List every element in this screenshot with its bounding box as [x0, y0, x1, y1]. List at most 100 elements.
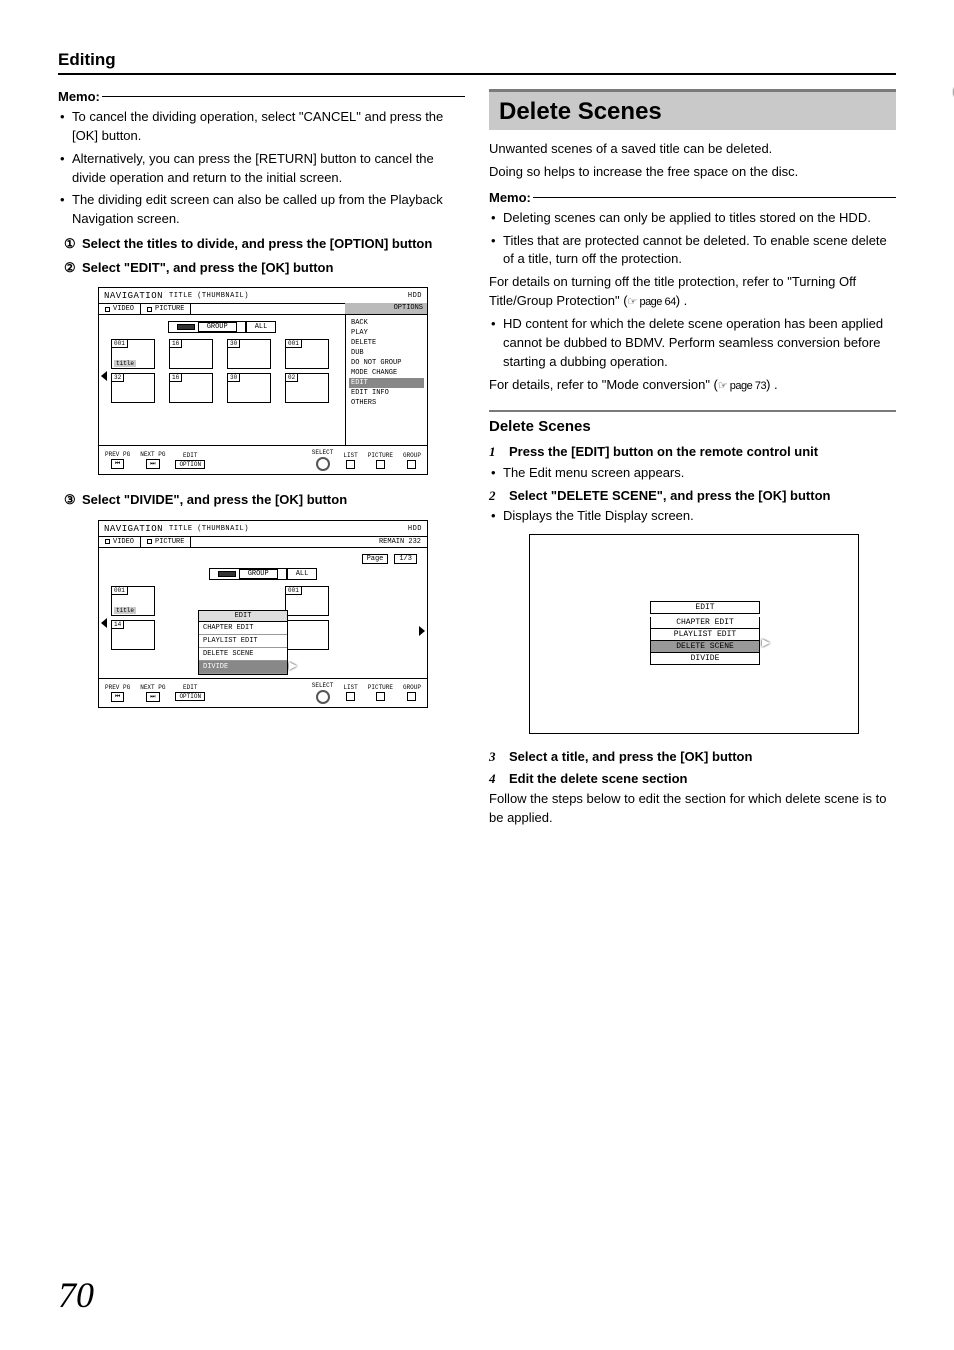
memo-item: To cancel the dividing operation, select…	[58, 108, 465, 146]
section-header: Editing	[58, 50, 896, 75]
fig-tab-video: VIDEO	[99, 304, 141, 314]
fig-hdd-label: HDD	[408, 525, 422, 533]
option-item: EDIT INFO	[349, 388, 424, 398]
fig-tab-picture: PICTURE	[141, 304, 191, 314]
cursor-icon	[762, 639, 770, 647]
menu-header: EDIT	[650, 601, 760, 614]
option-item: DO NOT GROUP	[349, 358, 424, 368]
fig-subtitle: TITLE (THUMBNAIL)	[169, 525, 249, 533]
memo-item: Deleting scenes can only be applied to t…	[489, 209, 896, 228]
step-number: 4	[489, 770, 501, 788]
fig-tab-picture: PICTURE	[141, 537, 191, 547]
overlay-item-divide: DIVIDE	[199, 661, 287, 674]
fig-subtitle: TITLE (THUMBNAIL)	[169, 292, 249, 300]
thumbnail: 30	[227, 339, 271, 369]
fig-group-pill: GROUP	[168, 321, 246, 333]
memo-list: Deleting scenes can only be applied to t…	[489, 209, 896, 270]
fig-all-pill: ALL	[246, 321, 277, 333]
right-column: Delete Scenes Unwanted scenes of a saved…	[489, 89, 896, 832]
overlay-item: PLAYLIST EDIT	[199, 635, 287, 648]
fig-options-strip: OPTIONS	[345, 303, 427, 315]
overlay-item: DELETE SCENE	[199, 648, 287, 661]
memo-heading: Memo:	[489, 190, 896, 205]
step-note: Follow the steps below to edit the secti…	[489, 790, 896, 828]
fig-footer: PREV PG⏮ NEXT PG⏭ EDITOPTION SELECT LIST…	[99, 445, 427, 474]
substep-text: Select the titles to divide, and press t…	[82, 236, 432, 251]
thumbnail: 02	[285, 373, 329, 403]
memo-list: To cancel the dividing operation, select…	[58, 108, 465, 229]
step-2: 2 Select "DELETE SCENE", and press the […	[489, 487, 896, 505]
memo-rule	[533, 197, 896, 198]
overlay-header: EDIT	[199, 611, 287, 622]
menu-item-delete-scene: DELETE SCENE	[650, 641, 760, 653]
intro-text: Doing so helps to increase the free spac…	[489, 163, 896, 182]
menu-item: PLAYLIST EDIT	[650, 629, 760, 641]
thumbnail: 16	[169, 339, 213, 369]
substep-number: ③	[64, 491, 76, 509]
fig-page-value: 1/3	[394, 554, 417, 564]
fig-remain: REMAIN 232	[373, 537, 427, 547]
option-item-edit: EDIT	[349, 378, 424, 388]
fig-tab-video: VIDEO	[99, 537, 141, 547]
substep-number: ①	[64, 235, 76, 253]
fig-options-panel: BACK PLAY DELETE DUB DO NOT GROUP MODE C…	[345, 315, 427, 445]
figure-navigation-edit-menu: NAVIGATION TITLE (THUMBNAIL) HDD VIDEO P…	[98, 520, 428, 708]
thumbnail: 14	[111, 620, 155, 650]
step-1: 1 Press the [EDIT] button on the remote …	[489, 443, 896, 461]
memo-item: Titles that are protected cannot be dele…	[489, 232, 896, 270]
fig-group-pill: GROUP	[209, 568, 287, 580]
step-number: 1	[489, 443, 501, 461]
memo-list: HD content for which the delete scene op…	[489, 315, 896, 372]
memo-item: The dividing edit screen can also be cal…	[58, 191, 465, 229]
substep-text: Select "EDIT", and press the [OK] button	[82, 260, 333, 275]
step-text: Select "DELETE SCENE", and press the [OK…	[509, 487, 830, 505]
figure-edit-menu: EDIT CHAPTER EDIT PLAYLIST EDIT DELETE S…	[529, 534, 859, 734]
option-item: PLAY	[349, 328, 424, 338]
fig-footer: PREV PG⏮ NEXT PG⏭ EDITOPTION SELECT LIST…	[99, 678, 427, 707]
subsection-header: Delete Scenes	[489, 410, 896, 435]
step-text: Press the [EDIT] button on the remote co…	[509, 443, 818, 461]
thumbnail: 001	[285, 339, 329, 369]
option-item: DUB	[349, 348, 424, 358]
step-text: Select a title, and press the [OK] butto…	[509, 748, 752, 766]
substep-2: ② Select "EDIT", and press the [OK] butt…	[58, 259, 465, 277]
step-number: 3	[489, 748, 501, 766]
option-item: OTHERS	[349, 398, 424, 408]
left-column: Memo: To cancel the dividing operation, …	[58, 89, 465, 832]
thumbnail: 32	[111, 373, 155, 403]
step-number: 2	[489, 487, 501, 505]
step-text: Edit the delete scene section	[509, 770, 687, 788]
memo-item: Alternatively, you can press the [RETURN…	[58, 150, 465, 188]
cursor-icon	[289, 662, 297, 670]
fig-nav-label: NAVIGATION	[104, 291, 163, 301]
thumbnail: 30	[227, 373, 271, 403]
memo-heading: Memo:	[58, 89, 465, 104]
substep-1: ① Select the titles to divide, and press…	[58, 235, 465, 253]
page-ref-icon: ☞ page 73	[718, 380, 766, 392]
fig-nav-label: NAVIGATION	[104, 524, 163, 534]
edit-menu: EDIT CHAPTER EDIT PLAYLIST EDIT DELETE S…	[650, 601, 760, 665]
memo-label: Memo:	[58, 89, 100, 104]
option-item: MODE CHANGE	[349, 368, 424, 378]
menu-item: CHAPTER EDIT	[650, 617, 760, 629]
menu-item: DIVIDE	[650, 653, 760, 665]
step-4: 4 Edit the delete scene section	[489, 770, 896, 788]
thumbnail: 16	[169, 373, 213, 403]
fig-hdd-label: HDD	[408, 292, 422, 300]
step-3: 3 Select a title, and press the [OK] but…	[489, 748, 896, 766]
page-title: Delete Scenes	[489, 89, 896, 130]
thumbnail: 001title	[111, 586, 155, 616]
reference-text: For details, refer to "Mode conversion" …	[489, 376, 896, 395]
step-note: Displays the Title Display screen.	[489, 507, 896, 526]
reference-text: For details on turning off the title pro…	[489, 273, 896, 311]
page-ref-icon: ☞ page 64	[628, 296, 676, 308]
fig-edit-overlay-menu: EDIT CHAPTER EDIT PLAYLIST EDIT DELETE S…	[198, 610, 288, 675]
thumbnail: 001	[285, 586, 329, 616]
substep-text: Select "DIVIDE", and press the [OK] butt…	[82, 492, 347, 507]
option-item: BACK	[349, 318, 424, 328]
option-item: DELETE	[349, 338, 424, 348]
thumbnail: 001title	[111, 339, 155, 369]
substep-3: ③ Select "DIVIDE", and press the [OK] bu…	[58, 491, 465, 509]
page-number: 70	[58, 1274, 94, 1316]
memo-label: Memo:	[489, 190, 531, 205]
